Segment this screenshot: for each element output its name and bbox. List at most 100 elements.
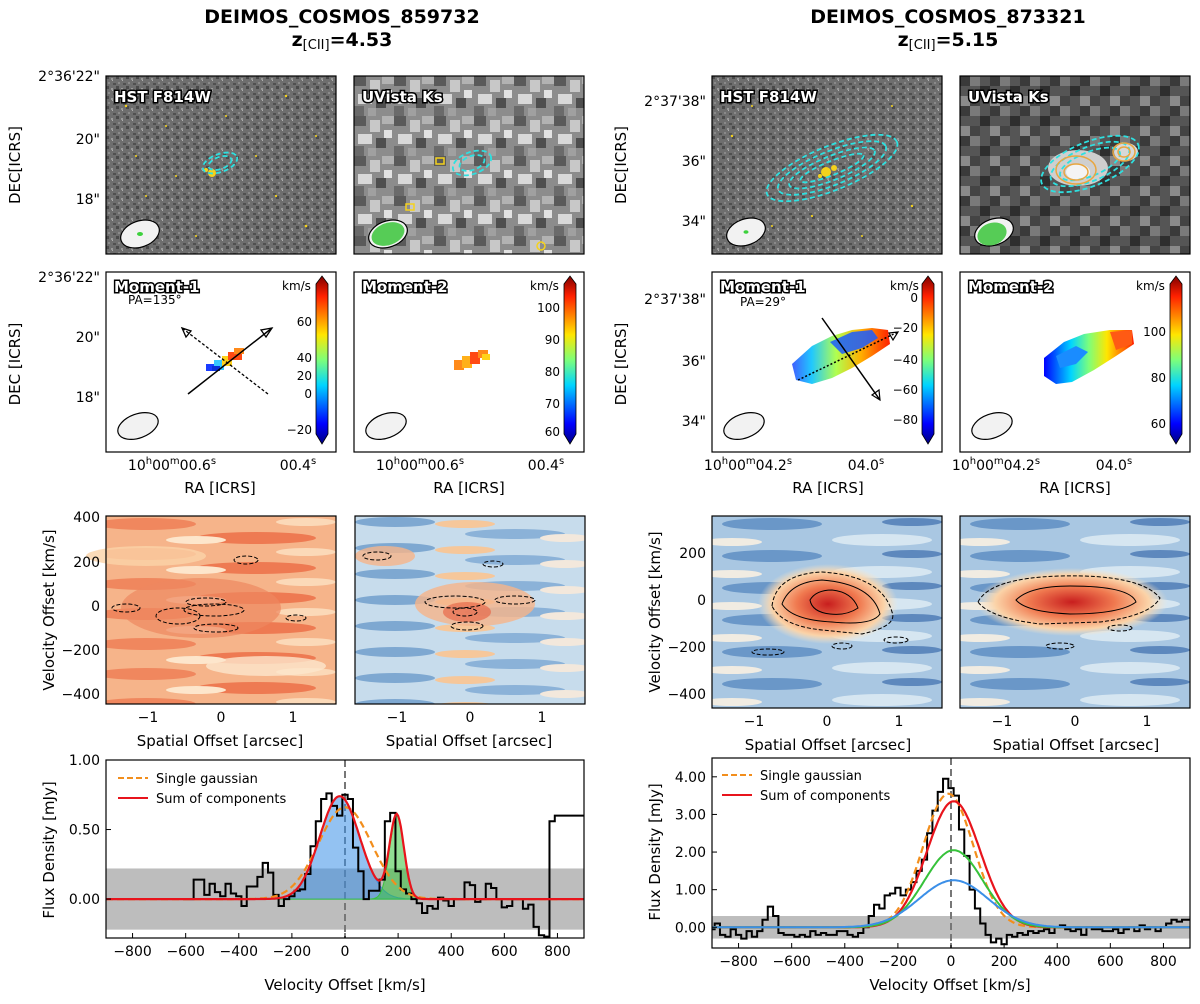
x-tick-label: 200 [991, 954, 1018, 970]
svg-text:0: 0 [466, 710, 475, 726]
legend-right: Single gaussian Sum of components [722, 769, 890, 804]
dec-label-left-row2: DEC [ICRS] [6, 323, 24, 406]
x-tick-label: −400 [220, 944, 258, 960]
svg-text:20": 20" [76, 132, 100, 148]
y-tick-label: 3.00 [675, 807, 706, 823]
y-tick-label: 0.00 [675, 920, 706, 936]
svg-text:0: 0 [910, 291, 918, 305]
svg-text:0: 0 [1071, 714, 1080, 730]
panel-mom2-left: Moment-2 km/s 100 90 80 70 60 [353, 271, 585, 453]
svg-text:80: 80 [545, 365, 560, 379]
svg-text:00.4s: 00.4s [280, 456, 316, 474]
source-name-left: DEIMOS_COSMOS_859732 [204, 6, 479, 28]
svg-text:−200: −200 [668, 640, 706, 656]
y-tick-label: 0.50 [69, 823, 100, 839]
spectrum-right: −800 −600 −400 −200 0 200 400 600 800 0.00 1.00 2.0… [675, 757, 1191, 970]
x-tick-label: −600 [166, 944, 204, 960]
svg-text:km/s: km/s [1136, 279, 1165, 293]
pv-right-minor [959, 515, 1191, 709]
y-tick-label: 4.00 [675, 770, 706, 786]
label-mom1-right: Moment-1 [720, 278, 806, 296]
svg-text:00.4s: 00.4s [528, 456, 564, 474]
colorbar-mom2-left [563, 275, 577, 445]
colorbar-mom1-left [315, 275, 329, 445]
blue-component-line [712, 879, 1190, 929]
panel-hst-left: HST F814W [105, 75, 337, 255]
svg-text:10h00m04.2s: 10h00m04.2s [952, 456, 1040, 474]
label-mom2-left: Moment-2 [362, 278, 448, 296]
svg-text:100: 100 [537, 301, 560, 315]
svg-text:18": 18" [76, 192, 100, 208]
x-tick-label: −200 [879, 954, 917, 970]
svg-text:RA [ICRS]: RA [ICRS] [433, 479, 504, 497]
svg-text:34": 34" [682, 214, 706, 230]
sum-of-components-line [106, 795, 584, 901]
svg-text:90: 90 [545, 333, 560, 347]
svg-text:0: 0 [823, 714, 832, 730]
svg-text:−1: −1 [744, 714, 765, 730]
svg-text:1: 1 [1143, 714, 1152, 730]
svg-text:0: 0 [304, 387, 312, 401]
redshift-right: z[CII]=5.15 [898, 29, 999, 53]
svg-text:400: 400 [73, 510, 100, 526]
y-tick-label: 1.00 [69, 753, 100, 769]
svg-text:RA [ICRS]: RA [ICRS] [1039, 479, 1110, 497]
svg-text:34": 34" [682, 414, 706, 430]
pa-right: PA=29° [740, 295, 786, 309]
svg-text:Velocity Offset [km/s]: Velocity Offset [km/s] [264, 976, 425, 994]
panel-uvista-left: UVista Ks [353, 75, 585, 255]
svg-text:10h00m04.2s: 10h00m04.2s [704, 456, 792, 474]
svg-text:04.0s: 04.0s [1096, 456, 1132, 474]
svg-text:Spatial Offset [arcsec]: Spatial Offset [arcsec] [137, 732, 304, 750]
dec-axis-left-row1: 2°36'22" 20" 18" DEC[ICRS] [6, 69, 100, 208]
svg-text:2°36'22": 2°36'22" [38, 69, 100, 85]
x-tick-label: 600 [1097, 954, 1124, 970]
x-tick-label: 200 [385, 944, 412, 960]
svg-text:−1: −1 [992, 714, 1013, 730]
svg-text:Spatial Offset [arcsec]: Spatial Offset [arcsec] [993, 736, 1160, 754]
svg-text:Spatial Offset [arcsec]: Spatial Offset [arcsec] [745, 736, 912, 754]
source-name-right: DEIMOS_COSMOS_873321 [810, 6, 1085, 28]
svg-text:04.0s: 04.0s [848, 456, 884, 474]
x-tick-label: 400 [438, 944, 465, 960]
cbar-unit-mom2-left: km/s [530, 279, 559, 293]
svg-text:20: 20 [297, 369, 312, 383]
y-tick-label: 1.00 [675, 883, 706, 899]
svg-text:Velocity Offset [km/s]: Velocity Offset [km/s] [40, 529, 58, 690]
label-uvista-right: UVista Ks [968, 88, 1049, 106]
legend-left: Single gaussian Sum of components [118, 772, 286, 807]
pv-right-axes: 200 0 −200 −400 Velocity Offset [km/s] −… [646, 531, 1159, 754]
svg-text:RA [ICRS]: RA [ICRS] [184, 479, 255, 497]
svg-text:DEC[ICRS]: DEC[ICRS] [612, 126, 630, 204]
label-mom2-right: Moment-2 [968, 278, 1054, 296]
svg-text:1: 1 [895, 714, 904, 730]
panel-uvista-right: UVista Ks [959, 75, 1191, 255]
dec-axis-right-row2: 2°37'38" 36" 34" DEC [ICRS] [612, 292, 706, 430]
dec-label-left-row1: DEC[ICRS] [6, 126, 24, 204]
label-mom1-left: Moment-1 [114, 278, 200, 296]
x-tick-label: 0 [341, 944, 350, 960]
svg-text:2°37'38": 2°37'38" [644, 292, 706, 308]
svg-text:−1: −1 [138, 710, 159, 726]
svg-text:Spatial Offset [arcsec]: Spatial Offset [arcsec] [386, 732, 553, 750]
svg-text:−200: −200 [62, 643, 100, 659]
title-left: DEIMOS_COSMOS_859732 z[CII]=4.53 [204, 6, 479, 53]
y-tick-label: 2.00 [675, 845, 706, 861]
svg-text:−400: −400 [668, 687, 706, 703]
x-tick-label: 800 [1150, 954, 1177, 970]
svg-text:Single gaussian: Single gaussian [760, 769, 862, 784]
dec-axis-left-row2: 2°36'22" 20" 18" DEC [ICRS] [6, 270, 100, 406]
title-right: DEIMOS_COSMOS_873321 z[CII]=5.15 [810, 6, 1085, 53]
spectrum-labels: Flux Density [mJy] Velocity Offset [km/s… [40, 781, 1031, 994]
svg-text:1: 1 [289, 710, 298, 726]
svg-text:Flux Density [mJy]: Flux Density [mJy] [40, 781, 58, 918]
sum-of-components-line [712, 800, 1190, 929]
svg-text:Flux Density [mJy]: Flux Density [mJy] [646, 783, 664, 920]
dec-axis-right-row1: 2°37'38" 36" 34" DEC[ICRS] [612, 94, 706, 230]
redshift-left: z[CII]=4.53 [292, 29, 393, 53]
svg-text:200: 200 [679, 546, 706, 562]
svg-text:km/s: km/s [890, 279, 919, 293]
ra-axis-left: 10h00m00.6s 00.4s RA [ICRS] 10h00m00.6s … [128, 456, 564, 497]
x-tick-label: 400 [1044, 954, 1071, 970]
svg-text:−1: −1 [387, 710, 408, 726]
